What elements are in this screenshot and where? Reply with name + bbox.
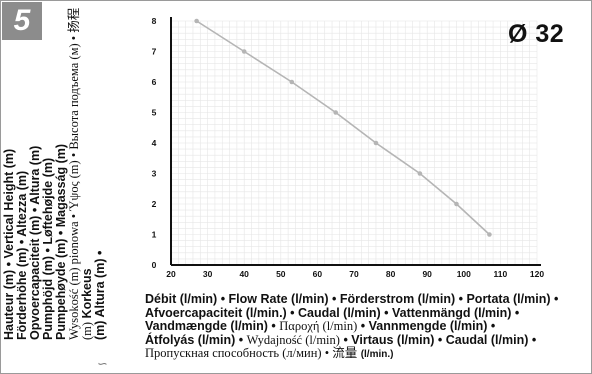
x-tick-label: 110 bbox=[494, 269, 508, 279]
x-tick-label: 80 bbox=[386, 269, 396, 279]
x-tick-label: 70 bbox=[349, 269, 359, 279]
x-tick-label: 50 bbox=[276, 269, 286, 279]
data-point bbox=[417, 171, 423, 176]
x-label-line-3-bold2: • Vannmengde (l/min) • bbox=[360, 319, 496, 333]
y-tick-label: 3 bbox=[152, 169, 157, 179]
y-label-line-6-bold: Korkeus bbox=[80, 268, 94, 319]
data-point bbox=[333, 110, 339, 115]
y-label-line-7: (m) Altura (m) • bbox=[93, 250, 107, 340]
x-tick-label: 120 bbox=[530, 269, 544, 279]
pen-mark: ∽ bbox=[96, 356, 107, 371]
x-label-line-3-bold: Vandmængde (l/min) • bbox=[145, 319, 276, 333]
y-axis-label: Hauteur (m) • Vertical Height (m) Förder… bbox=[2, 6, 133, 340]
data-point bbox=[194, 18, 199, 24]
x-label-line-5-thin: Пропускная способность (л/мин) • 流量 bbox=[145, 346, 358, 360]
series-line bbox=[196, 20, 490, 236]
data-point bbox=[373, 140, 379, 146]
diameter-label: Ø 32 bbox=[508, 20, 565, 48]
series bbox=[194, 18, 492, 237]
y-tick-label: 2 bbox=[152, 199, 157, 209]
x-axis-label: Débit (l/min) • Flow Rate (l/min) • Förd… bbox=[145, 292, 589, 362]
x-label-line-4-bold2: • Virtaus (l/min) • Caudal (l/min) • bbox=[343, 332, 537, 347]
x-label-line-3: Vandmængde (l/min) • Παροχή (l/min) • Va… bbox=[145, 319, 589, 334]
data-point bbox=[487, 232, 492, 237]
x-label-line-4: Átfolyás (l/min) • Wydajność (l/min) • V… bbox=[145, 332, 589, 348]
data-point bbox=[241, 49, 247, 54]
y-tick-label: 7 bbox=[152, 47, 157, 57]
chart-number-badge: 5 bbox=[2, 2, 42, 40]
x-label-line-3-thin: Παροχή (l/min) bbox=[279, 319, 358, 333]
y-tick-label: 4 bbox=[152, 138, 157, 148]
x-label-line-4-thin: Wydajność (l/min) bbox=[246, 332, 340, 347]
x-tick-label: 100 bbox=[457, 269, 471, 279]
x-tick-label: 90 bbox=[422, 269, 432, 279]
x-label-line-4-bold: Átfolyás (l/min) • bbox=[145, 332, 244, 347]
y-tick-label: 1 bbox=[152, 230, 157, 240]
x-tick-label: 20 bbox=[166, 269, 176, 279]
y-tick-label: 5 bbox=[152, 108, 157, 118]
x-tick-label: 60 bbox=[313, 269, 323, 279]
axes bbox=[170, 17, 541, 266]
x-label-line-5: Пропускная способность (л/мин) • 流量 (l/m… bbox=[145, 346, 589, 362]
x-tick-label: 40 bbox=[239, 269, 249, 279]
chart-number: 5 bbox=[13, 4, 31, 37]
x-label-line-2: Afvoercapaciteit (l/min.) • Caudal (l/mi… bbox=[145, 305, 520, 320]
x-label-line-1: Débit (l/min) • Flow Rate (l/min) • Förd… bbox=[145, 292, 559, 306]
y-label-line-6: Wysokość (m) pionowa • Ύψος (m) • Высота… bbox=[67, 6, 94, 340]
tick-labels: 20 30 40 50 60 70 80 90 100 110 120 0 1 2 3 4 5 6 7 8 bbox=[152, 16, 545, 279]
y-tick-label: 0 bbox=[152, 260, 157, 270]
y-tick-label: 8 bbox=[152, 16, 157, 26]
x-tick-label: 30 bbox=[203, 269, 213, 279]
data-point bbox=[454, 201, 459, 207]
y-tick-label: 6 bbox=[152, 77, 157, 87]
x-label-line-5-bold: (l/min.) bbox=[360, 349, 394, 360]
data-point bbox=[289, 79, 295, 85]
